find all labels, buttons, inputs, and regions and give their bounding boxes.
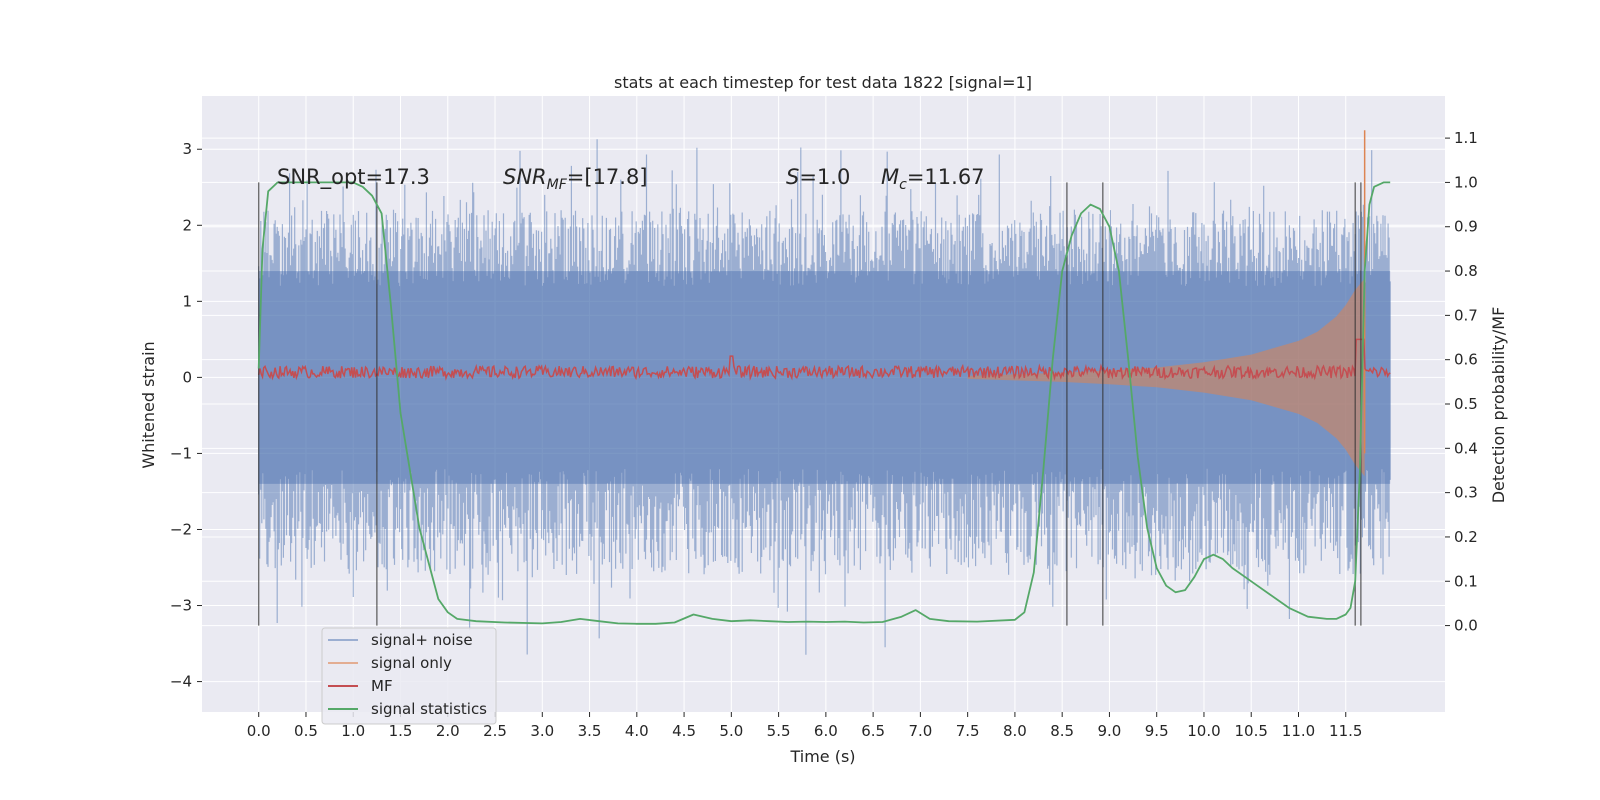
x-tick-label: 6.5: [861, 722, 885, 740]
series-mf: [257, 338, 1391, 381]
legend-box: [321, 627, 497, 725]
y2-axis-label: Detection probability/MF: [1489, 307, 1508, 504]
y2-tick-label: 0.3: [1454, 484, 1478, 502]
y2-tick-label: 0.5: [1454, 395, 1478, 413]
y2-tick-label: 0.1: [1454, 572, 1478, 590]
x-tick-label: 8.0: [1003, 722, 1027, 740]
mc-label: M: [881, 165, 899, 189]
x-ticks: 0.0 0.5 1.0 1.5 2.0 2.5 3.0 3.5 4.0 4.5 5.0 5.5 6.0 6…: [247, 712, 1362, 740]
y-axis-label: Whitened strain: [139, 341, 158, 468]
legend-label-signal-only: signal only: [371, 654, 452, 672]
y-ticks: −4 −3 −2 −1 0 1 2 3: [170, 140, 202, 691]
y-tick-label: 3: [182, 140, 192, 158]
y-tick-label: 2: [182, 216, 192, 234]
x-axis-label: Time (s): [789, 747, 855, 766]
annotation-mc: Mc=11.67: [881, 165, 985, 193]
x-tick-label: 4.5: [672, 722, 696, 740]
x-tick-label: 0.5: [294, 722, 318, 740]
y2-tick-label: 0.8: [1454, 262, 1478, 280]
x-tick-label: 9.0: [1098, 722, 1122, 740]
s-label: S: [786, 165, 799, 189]
y2-ticks: 0.0 0.1 0.2 0.3 0.4 0.5 0.6 0.7 0.8 0.9 1.0 1.1: [1445, 129, 1478, 635]
y2-tick-label: 0.0: [1454, 617, 1478, 635]
y2-tick-label: 0.7: [1454, 306, 1478, 324]
legend-label-mf: MF: [371, 677, 393, 695]
y2-tick-label: 0.4: [1454, 439, 1478, 457]
annotation-snr-mf: SNRMF=[17.8]: [503, 165, 648, 193]
x-tick-label: 4.0: [625, 722, 649, 740]
x-tick-label: 10.5: [1235, 722, 1268, 740]
x-tick-label: 3.0: [530, 722, 554, 740]
x-tick-label: 10.0: [1187, 722, 1220, 740]
x-tick-label: 3.5: [578, 722, 602, 740]
y2-tick-label: 0.9: [1454, 218, 1478, 236]
snr-mf-value: =[17.8]: [567, 165, 648, 189]
y-tick-label: −2: [170, 520, 192, 538]
y2-tick-label: 0.6: [1454, 351, 1478, 369]
x-tick-label: 11.5: [1329, 722, 1362, 740]
legend: signal+ noise signal only MF signal stat…: [321, 627, 497, 725]
x-tick-label: 5.5: [767, 722, 791, 740]
s-value: =1.0: [799, 165, 850, 189]
y2-tick-label: 1.0: [1454, 173, 1478, 191]
annotation-snr-opt: SNR_opt=17.3: [277, 165, 430, 190]
x-tick-label: 1.0: [341, 722, 365, 740]
annotation-s: S=1.0: [786, 165, 850, 189]
x-tick-label: 2.5: [483, 722, 507, 740]
legend-label-signal-statistics: signal statistics: [371, 700, 487, 718]
y-tick-label: 0: [182, 368, 192, 386]
statistics-line: [257, 181, 1391, 625]
x-tick-label: 11.0: [1282, 722, 1315, 740]
mc-sub: c: [899, 177, 907, 193]
x-tick-label: 1.5: [389, 722, 413, 740]
y-tick-label: −4: [170, 673, 192, 691]
x-tick-label: 9.5: [1145, 722, 1169, 740]
x-tick-label: 7.5: [956, 722, 980, 740]
snr-mf-label: SNR: [503, 165, 547, 189]
x-tick-label: 5.0: [719, 722, 743, 740]
y-tick-label: 1: [182, 292, 192, 310]
y2-tick-label: 1.1: [1454, 129, 1478, 147]
x-tick-label: 0.0: [247, 722, 271, 740]
legend-label-signal-noise: signal+ noise: [371, 631, 473, 649]
y-tick-label: −3: [170, 597, 192, 615]
x-tick-label: 2.0: [436, 722, 460, 740]
y2-tick-label: 0.2: [1454, 528, 1478, 546]
x-tick-label: 7.0: [908, 722, 932, 740]
chart-title: stats at each timestep for test data 182…: [614, 73, 1032, 92]
mc-value: =11.67: [907, 165, 985, 189]
x-tick-label: 8.5: [1050, 722, 1074, 740]
y-tick-label: −1: [170, 444, 192, 462]
snr-mf-sub: MF: [547, 177, 568, 193]
series-signal-statistics: [257, 181, 1391, 625]
mf-trace: [257, 338, 1391, 381]
x-tick-label: 6.0: [814, 722, 838, 740]
